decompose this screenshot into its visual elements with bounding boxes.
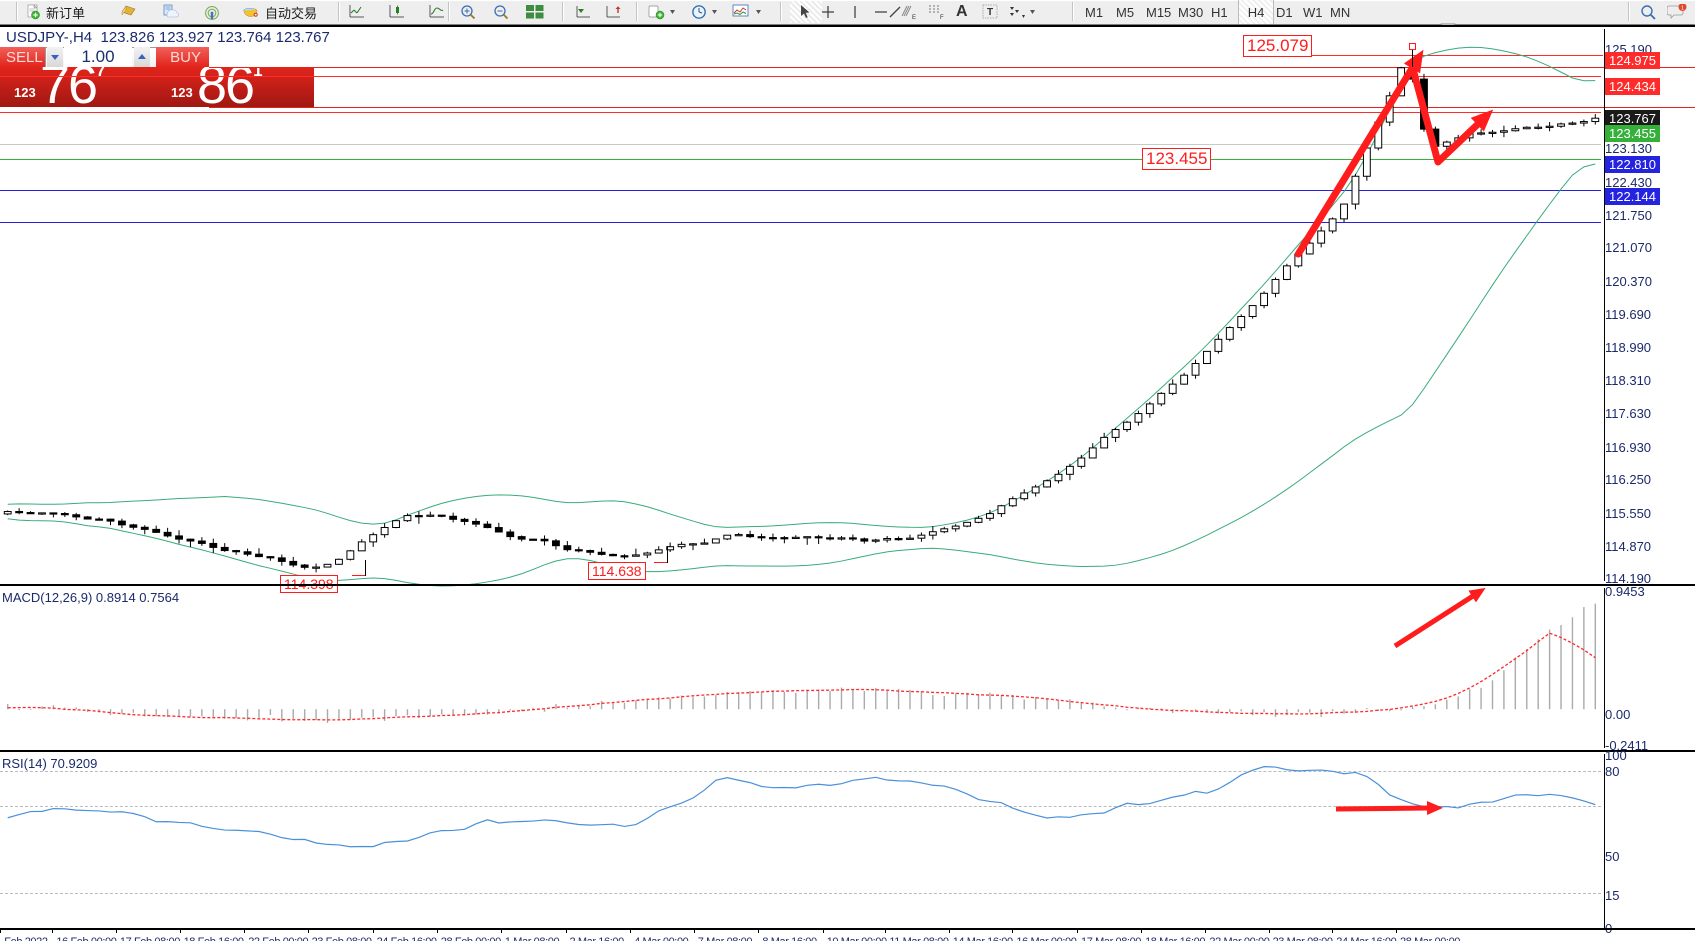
svg-text:E: E bbox=[912, 15, 916, 20]
svg-text:1: 1 bbox=[1681, 5, 1684, 11]
svg-text:F: F bbox=[940, 15, 944, 20]
svg-text:T: T bbox=[987, 7, 993, 18]
